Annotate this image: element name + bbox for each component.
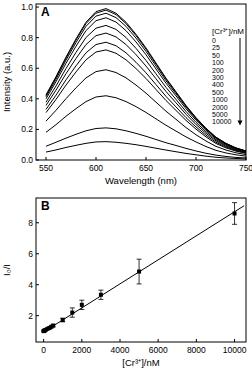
error-cap (79, 300, 84, 301)
x-tick-label: 8000 (187, 345, 206, 355)
x-tick-label: 0 (41, 345, 46, 355)
y-tick-label: 0.2 (21, 124, 33, 134)
error-cap (70, 307, 75, 308)
y-tick-label: 0.8 (21, 33, 33, 43)
y-tick (36, 284, 39, 285)
plot-frame (36, 4, 246, 160)
plot-area (46, 9, 246, 159)
x-tick (196, 157, 197, 160)
x-tick-label: 600 (89, 163, 103, 173)
y-tick-label: 0.0 (21, 155, 33, 165)
y-tick-label: 4 (28, 280, 33, 290)
y-tick-label: 8 (28, 218, 33, 228)
x-tick (196, 339, 197, 342)
plot-frame (36, 198, 246, 342)
x-axis-title: [Cr³⁺]/nM (122, 357, 159, 368)
legend-entry: 100 (212, 59, 224, 66)
x-tick-label: 2000 (72, 345, 91, 355)
legend-entry: 300 (212, 74, 224, 81)
legend-title: [Cr³⁺]/nM (212, 27, 244, 36)
y-tick (36, 98, 39, 99)
legend-entry: 500 (212, 89, 224, 96)
legend-entry: 5000 (212, 111, 228, 118)
x-tick-label: 550 (39, 163, 53, 173)
legend-entry: 50 (212, 52, 220, 59)
legend-arrow-head (238, 120, 243, 125)
x-tick (96, 157, 97, 160)
y-tick (36, 37, 39, 38)
legend-arrow (240, 38, 241, 121)
y-tick (36, 222, 39, 223)
x-axis-title: Wavelength (nm) (105, 175, 177, 186)
error-cap (98, 290, 103, 291)
series-line (46, 18, 246, 152)
error-cap (232, 202, 237, 203)
y-tick (36, 160, 39, 161)
y-tick (36, 68, 39, 69)
y-axis-title: Intensity (a.u.) (1, 52, 12, 112)
x-tick-label: 700 (189, 163, 203, 173)
panel-label: B (41, 199, 50, 213)
legend-entry: 2000 (212, 104, 228, 111)
legend-entry: 400 (212, 81, 224, 88)
y-tick (36, 7, 39, 8)
y-tick (36, 129, 39, 130)
x-tick (46, 157, 47, 160)
y-tick-label: 0.4 (21, 94, 33, 104)
error-cap (232, 224, 237, 225)
error-cap (70, 317, 75, 318)
x-tick (81, 339, 82, 342)
legend-entry: 1000 (212, 96, 228, 103)
panel-label: A (41, 5, 50, 19)
x-tick-label: 10000 (223, 345, 247, 355)
y-tick-label: 1.0 (21, 2, 33, 12)
figure: 5506006507007500.00.20.40.60.81.0Wavelen… (0, 0, 252, 382)
series-line (44, 206, 244, 332)
x-tick-label: 750 (239, 163, 252, 173)
legend-entry: 0 (212, 37, 216, 44)
series-line (46, 142, 246, 159)
series-line (46, 10, 246, 151)
series-line (46, 96, 246, 156)
series-line (46, 9, 246, 151)
error-cap (137, 259, 142, 260)
series-line (46, 13, 246, 151)
legend-entry: 200 (212, 67, 224, 74)
x-tick (234, 339, 235, 342)
series-line (46, 50, 246, 154)
legend-entry: 25 (212, 44, 220, 51)
x-tick (120, 339, 121, 342)
point (80, 303, 84, 307)
plot-area (41, 203, 244, 334)
legend-entry: 10000 (212, 118, 232, 125)
x-tick (43, 339, 44, 342)
x-tick-label: 6000 (149, 345, 168, 355)
y-tick (36, 253, 39, 254)
series-line (46, 128, 246, 158)
y-tick (36, 315, 39, 316)
x-tick-label: 4000 (111, 345, 130, 355)
series-line (46, 25, 246, 151)
y-tick-label: 0.6 (21, 63, 33, 73)
x-tick (146, 157, 147, 160)
error-cap (137, 283, 142, 284)
y-tick-label: 6 (28, 249, 33, 259)
y-tick-label: 2 (28, 311, 33, 321)
error-cap (98, 299, 103, 300)
x-tick-label: 650 (139, 163, 153, 173)
x-tick (158, 339, 159, 342)
y-axis-title: I₀/I (1, 264, 12, 276)
